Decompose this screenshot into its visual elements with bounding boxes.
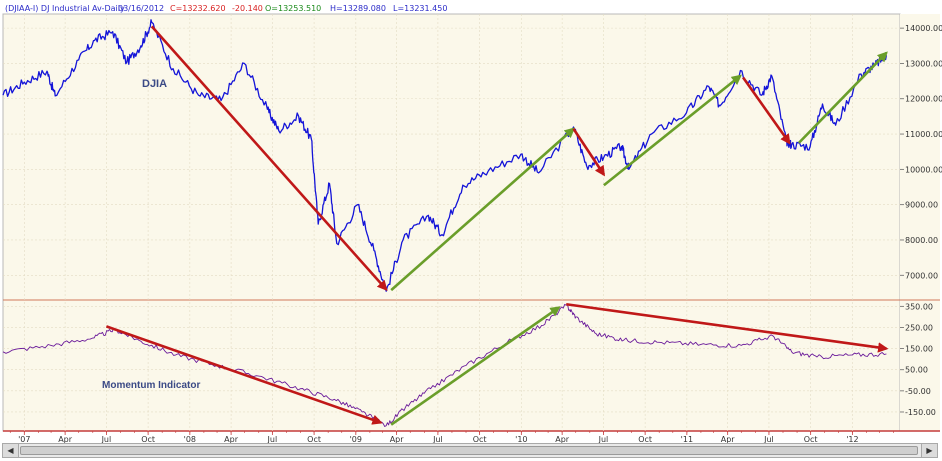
header-high: H=13289.080 [330,4,386,13]
momentum-series-line [2,303,887,427]
header-change: -20.140 [232,4,263,13]
tick-layer: 14000.00 13000.00 12000.00 11000.00 10000.00… [9,24,942,444]
scroll-left-button[interactable]: ◀ [3,444,19,457]
momentum-downtrend-arrow [105,325,383,425]
x-tick-label: Apr [224,435,239,444]
scroll-right-button[interactable]: ▶ [921,444,937,457]
header-low: L=13231.450 [393,4,447,13]
x-tick-label: '12 [846,435,858,444]
x-tick-label: '11 [681,435,693,444]
x-tick-label: Apr [555,435,570,444]
arrow-layer [105,25,889,426]
series-layer [2,19,888,427]
x-tick-label: '08 [184,435,196,444]
chevron-left-icon: ◀ [7,446,14,455]
price-y-tick-label: 14000.00 [905,24,942,33]
x-tick-label: Jul [267,435,278,444]
momentum-y-tick-label: 150.00 [905,345,933,354]
x-tick-label: Apr [721,435,736,444]
price-uptrend-arrow [797,51,888,144]
price-y-tick-label: 13000.00 [905,59,942,68]
momentum-downtrend-arrow [566,302,889,353]
price-downtrend-arrow [742,76,791,145]
x-tick-label: Apr [390,435,405,444]
momentum-y-tick-label: 350.00 [905,302,933,311]
price-y-tick-label: 10000.00 [905,165,942,174]
x-tick-label: Oct [141,435,155,444]
price-downtrend-arrow [150,25,388,291]
price-y-tick-label: 11000.00 [905,130,942,139]
momentum-panel-background [2,299,901,432]
header-symbol: (DJIAA-I) DJ Industrial Av-Daily [5,4,125,13]
momentum-y-tick-label: -50.00 [905,387,931,396]
price-series-line [2,19,888,292]
price-y-tick-label: 9000.00 [905,201,938,210]
header-close: C=13232.620 [170,4,226,13]
momentum-y-tick-label: 250.00 [905,323,933,332]
x-tick-label: Jul [101,435,112,444]
price-y-tick-label: 7000.00 [905,271,938,280]
header-open: O=13253.510 [265,4,321,13]
price-uptrend-arrow [603,74,742,187]
x-tick-label: '07 [18,435,30,444]
momentum-annotation: Momentum Indicator [102,380,200,391]
price-y-tick-label: 8000.00 [905,236,938,245]
momentum-y-tick-label: 50.00 [905,366,928,375]
x-tick-label: Jul [432,435,443,444]
y-axis-background [900,14,940,431]
x-tick-label: Apr [58,435,73,444]
x-tick-label: Oct [638,435,652,444]
price-panel-background [2,13,901,301]
x-tick-label: Oct [307,435,321,444]
x-tick-label: Jul [763,435,774,444]
scrollbar-thumb[interactable] [20,446,918,455]
x-tick-label: Oct [473,435,487,444]
x-tick-label: Oct [804,435,818,444]
price-downtrend-arrow [572,128,606,177]
price-y-tick-label: 12000.00 [905,95,942,104]
x-tick-label: '09 [350,435,362,444]
header-date: 03/16/2012 [118,4,164,13]
momentum-y-tick-label: -150.00 [905,408,936,417]
header-readout: (DJIAA-I) DJ Industrial Av-Daily 03/16/2… [5,4,447,13]
chevron-right-icon: ▶ [926,446,933,455]
x-tick-label: '10 [515,435,527,444]
price-uptrend-arrow [390,127,576,292]
x-tick-label: Jul [598,435,609,444]
momentum-uptrend-arrow [390,306,561,426]
price-annotation: DJIA [142,78,167,90]
horizontal-scrollbar[interactable]: ◀ ▶ [2,443,938,458]
